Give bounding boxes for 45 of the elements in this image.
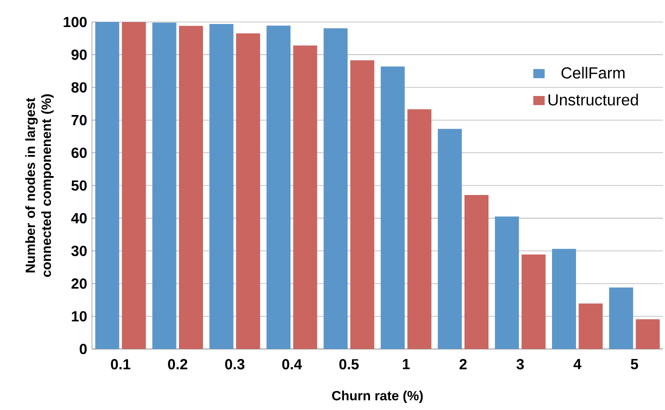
y-tick-label: 70 <box>72 114 87 126</box>
bar <box>522 254 546 349</box>
y-tick-label: 50 <box>71 180 87 191</box>
y-tick-label: 10 <box>72 311 87 322</box>
bar <box>293 46 318 349</box>
bar <box>350 60 374 349</box>
y-tick-label: 90 <box>71 50 87 60</box>
bar <box>464 194 488 349</box>
x-tick-label: 0.4 <box>282 359 302 370</box>
y-tick-label: 100 <box>64 16 87 28</box>
y-tick-label: 40 <box>71 213 87 224</box>
y-tick-label: 20 <box>71 278 87 289</box>
y-tick-label: 80 <box>71 82 87 93</box>
bar <box>407 109 432 349</box>
x-tick-label: 2 <box>460 359 467 370</box>
x-tick-label: 0.5 <box>339 359 359 370</box>
bar <box>578 304 603 349</box>
legend-label: Unstructured <box>548 94 638 106</box>
bar <box>209 24 234 349</box>
bar <box>380 66 405 349</box>
y-tick-label: 60 <box>72 148 87 158</box>
bar <box>236 33 260 349</box>
bar <box>494 216 519 349</box>
x-tick-label: 5 <box>630 359 638 370</box>
y-axis-title: Number of nodes in largest connected componenent (%) <box>25 94 54 277</box>
bar <box>438 128 462 349</box>
x-tick-label: 0.3 <box>225 359 244 370</box>
y-tick-label: 30 <box>71 246 87 256</box>
y-tick-label: 0 <box>80 344 87 354</box>
bar <box>609 288 634 349</box>
x-tick-label: 0.2 <box>168 359 188 370</box>
bar <box>636 319 660 349</box>
bar <box>152 22 176 349</box>
x-tick-label: 1 <box>402 359 410 370</box>
bar <box>122 22 146 349</box>
bar <box>552 248 576 349</box>
bar <box>266 26 291 349</box>
x-tick-label: 4 <box>574 359 582 370</box>
bar <box>95 22 120 349</box>
bar <box>178 26 203 349</box>
x-tick-label: 0.1 <box>110 359 130 370</box>
legend-label: CellFarm <box>562 66 625 79</box>
bar <box>324 28 348 349</box>
x-axis-title: Churn rate (%) <box>332 390 423 404</box>
x-tick-label: 3 <box>516 359 524 370</box>
